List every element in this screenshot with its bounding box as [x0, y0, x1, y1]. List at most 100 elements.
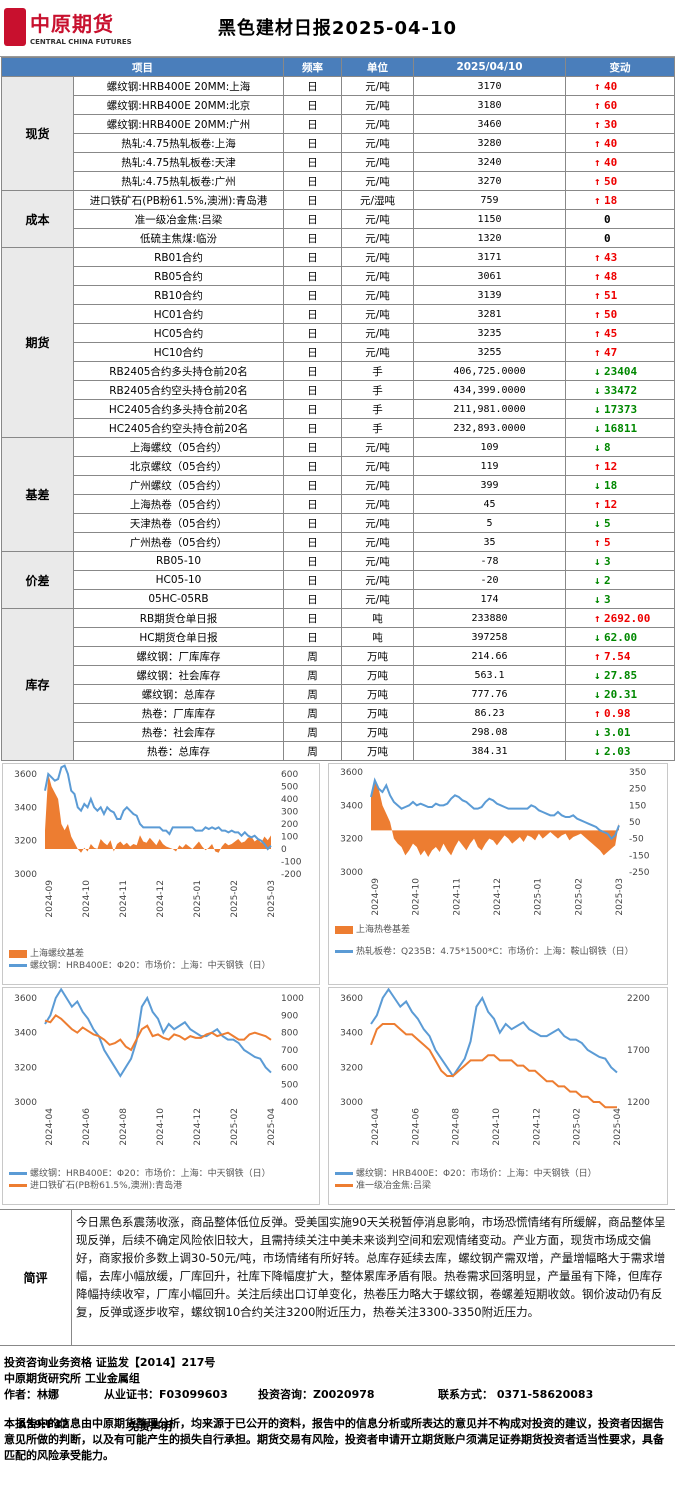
unit-cell: 万吨 [341, 665, 414, 685]
x-tick-label: 2024-10 [156, 1108, 166, 1146]
table-row: 螺纹钢：厂库库存周万吨 214.66 ↑ 7.54 [2, 646, 675, 666]
freq-cell: 日 [283, 114, 342, 134]
change-cell: ↓ 62.00 [565, 627, 675, 647]
item-cell: 热轧:4.75热轧板卷:天津 [73, 152, 284, 172]
arrow-up-icon: ↑ [594, 117, 601, 131]
change-cell: ↓ 33472 [565, 380, 675, 400]
category-cell: 基差 [1, 437, 74, 552]
legend-item: 螺纹钢：HRB400E：Φ20：市场价：上海：中天钢铁（日） [335, 1168, 665, 1180]
value-cell: -78 [413, 551, 566, 571]
value-cell: 211,981.0000 [413, 399, 566, 419]
freq-cell: 日 [283, 171, 342, 191]
value-cell: 3280 [413, 133, 566, 153]
change-value: 18 [604, 478, 618, 492]
table-row: 螺纹钢：总库存周万吨 777.76 ↓ 20.31 [2, 684, 675, 704]
value-cell: 45 [413, 494, 566, 514]
chart-panel-4: 3000 3200 3400 3600 1200 1700 2200 2024-04 2024-… [328, 987, 668, 1205]
y-right-tick-label: -200 [281, 870, 302, 880]
logo-text-en: CENTRAL CHINA FUTURES [30, 38, 132, 46]
item-cell: 准一级冶金焦:吕梁 [73, 209, 284, 229]
table-row: 准一级冶金焦:吕梁日元/吨 1150 0 [2, 209, 675, 229]
y-right-tick-label: 2200 [627, 994, 650, 1004]
unit-cell: 手 [341, 399, 414, 419]
col-header-change: 变动 [565, 57, 675, 77]
table-row: 现货 螺纹钢:HRB400E 20MM:上海日元/吨 3170 ↑ 40 [1, 76, 675, 191]
value-cell: 214.66 [413, 646, 566, 666]
legend-swatch-blue-icon [9, 1172, 27, 1175]
legend-label: 螺纹钢：HRB400E：Φ20：市场价：上海：中天钢铁（日） [356, 1169, 597, 1179]
change-cell: ↓ 23404 [565, 361, 675, 381]
value-cell: 3180 [413, 95, 566, 115]
y-left-tick-label: 3000 [340, 868, 363, 878]
arrow-down-icon: ↓ [594, 478, 601, 492]
arrow-down-icon: ↓ [594, 383, 601, 397]
item-cell: HC2405合约多头持仓前20名 [73, 399, 284, 419]
unit-cell: 吨 [341, 608, 414, 628]
unit-cell: 元/吨 [341, 285, 414, 305]
charts-area: 3000 3200 3400 3600 -200 -100 0 100 200 300 400 500… [0, 761, 675, 1209]
change-cell: ↓ 17373 [565, 399, 675, 419]
freq-cell: 日 [283, 95, 342, 115]
legend-swatch-blue-icon [335, 950, 353, 953]
author: 作者：林娜 [4, 1388, 59, 1401]
change-value: 43 [604, 250, 618, 264]
change-cell: ↑ 40 [565, 152, 675, 172]
change-cell: ↓ 27.85 [565, 665, 675, 685]
change-value: 12 [604, 459, 618, 473]
change-cell: ↑ 2692.00 [565, 608, 675, 628]
qualification-line: 投资咨询业务资格 证监发【2014】217号 [4, 1356, 216, 1369]
legend-swatch-blue-icon [9, 964, 27, 967]
unit-cell: 万吨 [341, 703, 414, 723]
legend-label: 进口铁矿石(PB粉61.5%,澳洲):青岛港 [30, 1181, 183, 1191]
table-row: RB10合约日元/吨 3139 ↑ 51 [2, 285, 675, 305]
y-left-tick-label: 3600 [340, 768, 363, 778]
legend-item: 螺纹钢：HRB400E：Φ20：市场价：上海：中天钢铁（日） [9, 1168, 319, 1180]
table-row: HC2405合约空头持仓前20名日手 232,893.0000 ↓ 16811 [2, 418, 675, 438]
change-cell: ↑ 30 [565, 114, 675, 134]
legend-label: 螺纹钢：HRB400E：Φ20：市场价：上海：中天钢铁（日） [30, 1169, 271, 1179]
freq-cell: 日 [283, 285, 342, 305]
arrow-up-icon: ↑ [594, 497, 601, 511]
x-tick-label: 2024-06 [411, 1108, 421, 1146]
chart-3-legend: 螺纹钢：HRB400E：Φ20：市场价：上海：中天钢铁（日） 进口铁矿石(PB粉… [9, 1168, 319, 1192]
commentary-section: 简评 今日黑色系震荡收涨，商品整体低位反弹。受美国实施90天关税暂停消息影响，市… [0, 1209, 675, 1346]
unit-cell: 元/吨 [341, 513, 414, 533]
value-cell: 3270 [413, 171, 566, 191]
change-cell: ↑ 7.54 [565, 646, 675, 666]
unit-cell: 元/吨 [341, 437, 414, 457]
item-cell: 螺纹钢:HRB400E 20MM:上海 [73, 76, 284, 96]
commentary-label: 简评 [0, 1210, 72, 1345]
unit-cell: 元/吨 [341, 475, 414, 495]
unit-cell: 元/吨 [341, 76, 414, 96]
freq-cell: 日 [283, 437, 342, 457]
item-cell: RB期货仓单日报 [73, 608, 284, 628]
chart-4-legend: 螺纹钢：HRB400E：Φ20：市场价：上海：中天钢铁（日） 准一级冶金焦:吕梁 [335, 1168, 665, 1192]
freq-cell: 日 [283, 323, 342, 343]
table-header-row: 项目 频率 单位 2025/04/10 变动 [1, 57, 675, 77]
freq-cell: 日 [283, 76, 342, 96]
unit-cell: 万吨 [341, 646, 414, 666]
x-tick-label: 2025-03 [267, 880, 277, 918]
series-line [44, 764, 272, 851]
x-tick-label: 2025-04 [613, 1108, 623, 1146]
table-row: HC2405合约多头持仓前20名日手 211,981.0000 ↓ 17373 [2, 399, 675, 419]
chart-hrc-basis: 3000 3200 3400 3600 -250 -150 -50 50 150 250 350 20… [340, 768, 650, 916]
change-value: 2.03 [604, 744, 631, 758]
series-line [370, 777, 620, 841]
legend-item: 进口铁矿石(PB粉61.5%,澳洲):青岛港 [9, 1180, 319, 1192]
legend-label: 准一级冶金焦:吕梁 [356, 1181, 432, 1191]
table-row: HC05合约日元/吨 3235 ↑ 45 [2, 323, 675, 343]
freq-cell: 日 [283, 361, 342, 381]
table-row: RB05合约日元/吨 3061 ↑ 48 [2, 266, 675, 286]
change-value: 0 [604, 231, 611, 245]
legend-label: 热轧板卷：Q235B：4.75*1500*C：市场价：上海：鞍山钢铁（日） [356, 947, 634, 957]
y-left-tick-label: 3400 [14, 803, 37, 813]
change-value: 30 [604, 117, 618, 131]
legend-item: 上海螺纹基差 [9, 948, 319, 960]
legend-label: 上海螺纹基差 [30, 949, 85, 959]
value-cell: 3171 [413, 247, 566, 267]
y-right-tick-label: 100 [281, 833, 298, 843]
freq-cell: 日 [283, 418, 342, 438]
freq-cell: 日 [283, 342, 342, 362]
unit-cell: 元/吨 [341, 494, 414, 514]
